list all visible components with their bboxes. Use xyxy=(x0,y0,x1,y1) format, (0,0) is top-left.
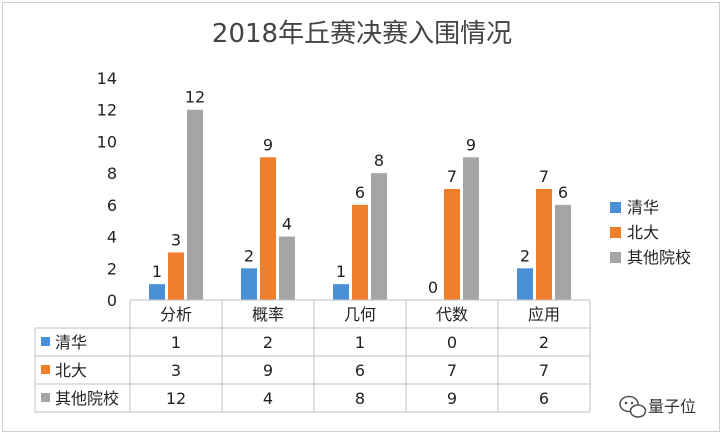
legend-label: 北大 xyxy=(627,223,659,242)
table-cell: 6 xyxy=(539,389,549,408)
data-label: 2 xyxy=(244,246,254,265)
legend-label: 清华 xyxy=(627,198,659,217)
category-label: 代数 xyxy=(436,305,468,324)
bar xyxy=(371,173,387,300)
table-cell: 0 xyxy=(447,333,457,352)
data-label: 7 xyxy=(539,167,549,186)
y-tick-label: 8 xyxy=(107,164,117,183)
wechat-icon xyxy=(619,395,647,418)
y-tick-label: 12 xyxy=(97,101,117,120)
bar xyxy=(149,284,165,300)
data-label: 7 xyxy=(447,167,457,186)
table-legend-key xyxy=(41,393,50,402)
bar xyxy=(187,109,203,300)
y-tick-label: 10 xyxy=(97,132,117,151)
bar xyxy=(260,157,276,300)
category-label: 概率 xyxy=(252,305,284,324)
table-cell: 9 xyxy=(263,361,273,380)
watermark: 量子位 xyxy=(619,395,696,418)
data-label: 9 xyxy=(263,135,273,154)
legend-key xyxy=(610,202,621,213)
table-series-name: 清华 xyxy=(55,333,87,352)
chart-title: 2018年丘赛决赛入围情况 xyxy=(212,19,512,49)
table-cell: 2 xyxy=(263,333,273,352)
legend-key xyxy=(610,252,621,263)
legend-key xyxy=(610,227,621,238)
table-cell: 8 xyxy=(355,389,365,408)
table-cell: 7 xyxy=(447,361,457,380)
chart-frame xyxy=(2,2,720,432)
table-cell: 6 xyxy=(355,361,365,380)
category-label: 应用 xyxy=(528,305,560,324)
category-label: 几何 xyxy=(344,305,376,324)
bar xyxy=(555,204,571,300)
table-legend-key xyxy=(41,337,50,346)
bar xyxy=(333,284,349,300)
y-tick-label: 4 xyxy=(107,228,117,247)
legend-label: 其他院校 xyxy=(627,248,691,267)
data-label: 8 xyxy=(374,151,384,170)
table-series-name: 其他院校 xyxy=(55,389,119,408)
data-label: 0 xyxy=(428,278,438,297)
table-cell: 1 xyxy=(355,333,365,352)
bar xyxy=(279,236,295,300)
data-label: 1 xyxy=(152,262,162,281)
table-cell: 9 xyxy=(447,389,457,408)
bar xyxy=(241,268,257,300)
data-label: 1 xyxy=(336,262,346,281)
data-label: 3 xyxy=(171,230,181,249)
category-label: 分析 xyxy=(160,305,192,324)
y-tick-label: 0 xyxy=(107,291,117,310)
axis-layer: 0 2 4 6 8 10 12 14 xyxy=(97,69,117,310)
table-cell: 4 xyxy=(263,389,273,408)
table-cell: 3 xyxy=(171,361,181,380)
bar xyxy=(517,268,533,300)
table-cell: 7 xyxy=(539,361,549,380)
table-cell: 1 xyxy=(171,333,181,352)
data-label: 12 xyxy=(185,88,205,107)
table-cell: 2 xyxy=(539,333,549,352)
y-tick-label: 6 xyxy=(107,196,117,215)
bar xyxy=(463,157,479,300)
y-tick-label: 14 xyxy=(97,69,117,88)
y-tick-label: 2 xyxy=(107,259,117,278)
watermark-text: 量子位 xyxy=(648,397,696,416)
data-label: 9 xyxy=(466,135,476,154)
data-label: 6 xyxy=(355,183,365,202)
bar xyxy=(168,252,184,300)
bar xyxy=(352,204,368,300)
table-cell: 12 xyxy=(166,389,186,408)
bar xyxy=(444,189,460,300)
bar xyxy=(536,189,552,300)
data-label: 6 xyxy=(558,183,568,202)
table-series-name: 北大 xyxy=(55,361,87,380)
data-label: 4 xyxy=(282,215,292,234)
table-legend-key xyxy=(41,365,50,374)
data-label: 2 xyxy=(520,246,530,265)
